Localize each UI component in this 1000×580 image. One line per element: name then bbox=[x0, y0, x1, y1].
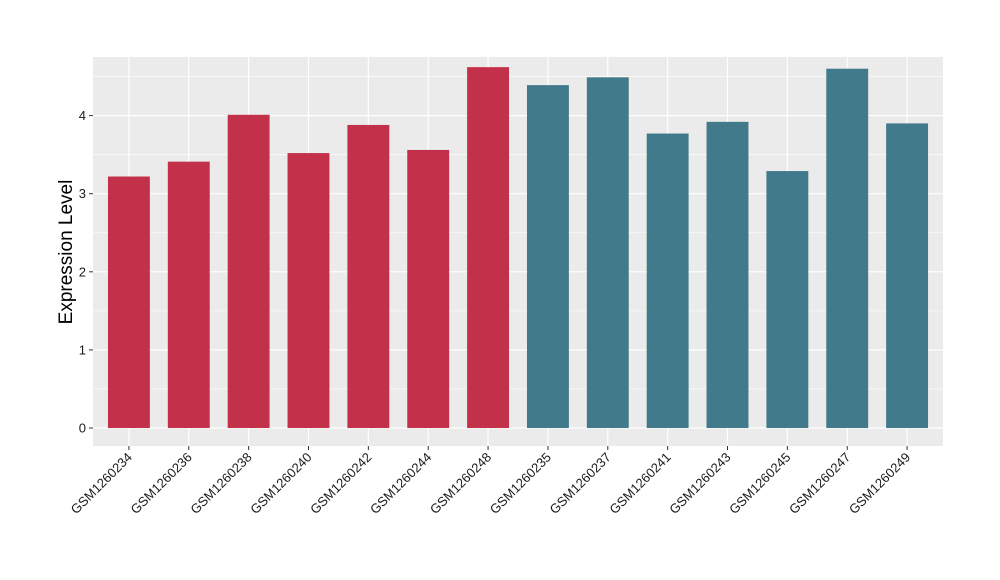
x-tick-label: GSM1260248 bbox=[427, 450, 494, 517]
bars bbox=[107, 67, 929, 429]
bar-gsm1260238 bbox=[227, 114, 270, 429]
x-tick-label: GSM1260245 bbox=[726, 450, 793, 517]
x-tick-label: GSM1260247 bbox=[786, 450, 853, 517]
y-tick-label: 2 bbox=[79, 264, 86, 279]
bar-gsm1260245 bbox=[766, 171, 809, 429]
bar-gsm1260241 bbox=[646, 133, 689, 429]
bar-gsm1260242 bbox=[347, 124, 390, 429]
x-tick-label: GSM1260243 bbox=[666, 450, 733, 517]
x-tick-label: GSM1260236 bbox=[128, 450, 195, 517]
bar-gsm1260249 bbox=[886, 123, 929, 429]
x-tick-label: GSM1260238 bbox=[187, 450, 254, 517]
bar-gsm1260236 bbox=[167, 161, 210, 429]
y-tick-label: 0 bbox=[79, 421, 86, 436]
bar-gsm1260247 bbox=[826, 68, 869, 429]
y-tick-label: 4 bbox=[79, 108, 86, 123]
x-tick-label: GSM1260241 bbox=[606, 450, 673, 517]
x-tick-label: GSM1260244 bbox=[367, 450, 434, 517]
x-tick-label: GSM1260237 bbox=[547, 450, 614, 517]
y-axis-title: Expression Level bbox=[56, 180, 77, 325]
x-tick-label: GSM1260240 bbox=[247, 450, 314, 517]
x-axis: GSM1260234GSM1260236GSM1260238GSM1260240… bbox=[68, 446, 913, 517]
x-tick-label: GSM1260249 bbox=[846, 450, 913, 517]
x-tick-label: GSM1260242 bbox=[307, 450, 374, 517]
bar-gsm1260244 bbox=[407, 149, 450, 429]
x-tick-label: GSM1260235 bbox=[487, 450, 554, 517]
x-tick-label: GSM1260234 bbox=[68, 450, 135, 517]
y-axis: 0 1 2 3 4 bbox=[79, 108, 93, 436]
bar-gsm1260235 bbox=[526, 85, 569, 429]
y-tick-label: 1 bbox=[79, 342, 86, 357]
y-tick-label: 3 bbox=[79, 186, 86, 201]
bar-gsm1260234 bbox=[107, 176, 150, 429]
bar-gsm1260248 bbox=[467, 67, 510, 429]
bar-gsm1260243 bbox=[706, 121, 749, 429]
bar-gsm1260240 bbox=[287, 153, 330, 429]
bar-gsm1260237 bbox=[586, 77, 629, 429]
